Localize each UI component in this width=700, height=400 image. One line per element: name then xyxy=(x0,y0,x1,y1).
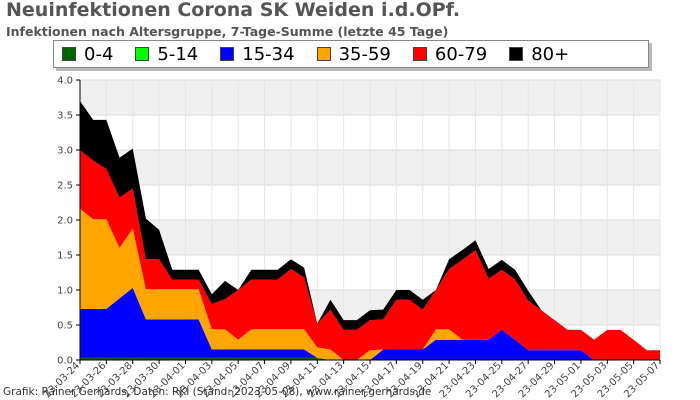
y-tick-label: 1.5 xyxy=(57,251,73,262)
legend-label: 35-59 xyxy=(338,43,391,65)
y-tick-label: 2.0 xyxy=(57,216,73,227)
y-tick-label: 3.0 xyxy=(57,146,73,157)
y-tick-label: 4.0 xyxy=(57,76,73,87)
legend-swatch xyxy=(509,47,524,61)
legend-item-35-59: 35-59 xyxy=(316,43,391,65)
legend-label: 0-4 xyxy=(84,43,114,65)
legend-item-5-14: 5-14 xyxy=(135,44,198,65)
y-tick-label: 0.0 xyxy=(57,356,73,367)
y-tick-label: 0.5 xyxy=(57,321,73,332)
legend-swatch xyxy=(135,47,150,61)
legend-item-15-34: 15-34 xyxy=(220,43,295,65)
series-area-60-79 xyxy=(80,150,660,360)
legend-swatch xyxy=(62,47,76,61)
series-area-15-34 xyxy=(80,287,660,360)
legend-swatch xyxy=(220,47,235,61)
chart-legend: 0-4 5-14 15-34 35-59 60-79 80+ xyxy=(53,40,649,68)
legend-label: 15-34 xyxy=(242,43,295,65)
series-areas xyxy=(80,101,660,360)
axes xyxy=(76,79,661,364)
legend-swatch xyxy=(316,47,331,61)
y-tick-label: 3.5 xyxy=(57,111,73,122)
footer-credit: Grafik: Rainer Gerhards, Daten: RKI (Sta… xyxy=(3,386,432,398)
y-tick-label: 2.5 xyxy=(57,181,73,192)
legend-item-80-plus: 80+ xyxy=(509,44,569,65)
legend-item-60-79: 60-79 xyxy=(412,43,488,65)
legend-label: 5-14 xyxy=(157,43,199,65)
legend-label: 60-79 xyxy=(434,43,488,65)
legend-item-0-4: 0-4 xyxy=(62,44,113,65)
legend-swatch xyxy=(412,47,427,61)
y-tick-label: 1.0 xyxy=(57,286,73,297)
series-area-80-plus xyxy=(80,101,660,351)
series-area-0-4 xyxy=(80,357,660,360)
chart-subtitle: Infektionen nach Altersgruppe, 7-Tage-Su… xyxy=(6,24,449,39)
legend-label: 80+ xyxy=(531,43,570,65)
chart-title: Neuinfektionen Corona SK Weiden i.d.OPf. xyxy=(6,0,461,21)
y-tick-labels: 0.0 0.5 1.0 1.5 2.0 2.5 3.0 3.5 4.0 xyxy=(57,76,73,367)
